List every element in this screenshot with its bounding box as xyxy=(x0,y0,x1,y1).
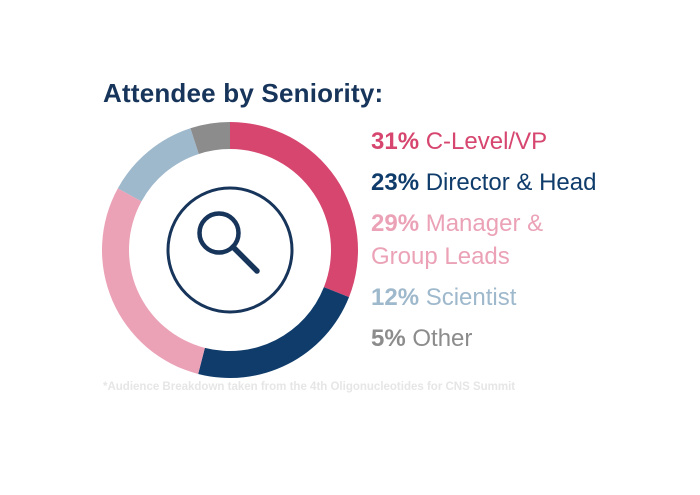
legend-label: Director & Head xyxy=(425,169,597,196)
legend-label: C-Level/VP xyxy=(425,128,548,155)
center-icon-ring xyxy=(166,186,294,314)
legend-item-manager: 29% Manager & Group Leads xyxy=(371,207,571,273)
donut-slice-scientist xyxy=(117,128,199,202)
legend-label: Scientist xyxy=(425,284,517,311)
donut-slice-manager-group-leads xyxy=(102,188,205,374)
donut-slice-c-level-vp xyxy=(230,122,358,298)
legend-item-c-level: 31% C-Level/VP xyxy=(371,125,681,158)
legend-percent: 31% xyxy=(371,128,420,155)
legend-percent: 12% xyxy=(371,284,420,311)
legend-label: Other xyxy=(412,325,473,352)
legend-item-scientist: 12% Scientist xyxy=(371,281,681,314)
chart-title: Attendee by Seniority: xyxy=(103,78,384,108)
search-icon xyxy=(197,211,260,274)
footnote: *Audience Breakdown taken from the 4th O… xyxy=(103,381,516,393)
donut-slice-other xyxy=(190,122,230,154)
legend-item-director: 23% Director & Head xyxy=(371,166,681,199)
legend-percent: 5% xyxy=(371,325,406,352)
legend-percent: 23% xyxy=(371,169,420,196)
legend: 31% C-Level/VP 23% Director & Head 29% M… xyxy=(371,125,681,363)
legend-item-other: 5% Other xyxy=(371,322,681,355)
donut-chart xyxy=(102,122,358,378)
legend-label: Manager & Group Leads xyxy=(371,210,544,270)
donut-slice-director-head xyxy=(198,287,350,378)
legend-percent: 29% xyxy=(371,210,420,237)
